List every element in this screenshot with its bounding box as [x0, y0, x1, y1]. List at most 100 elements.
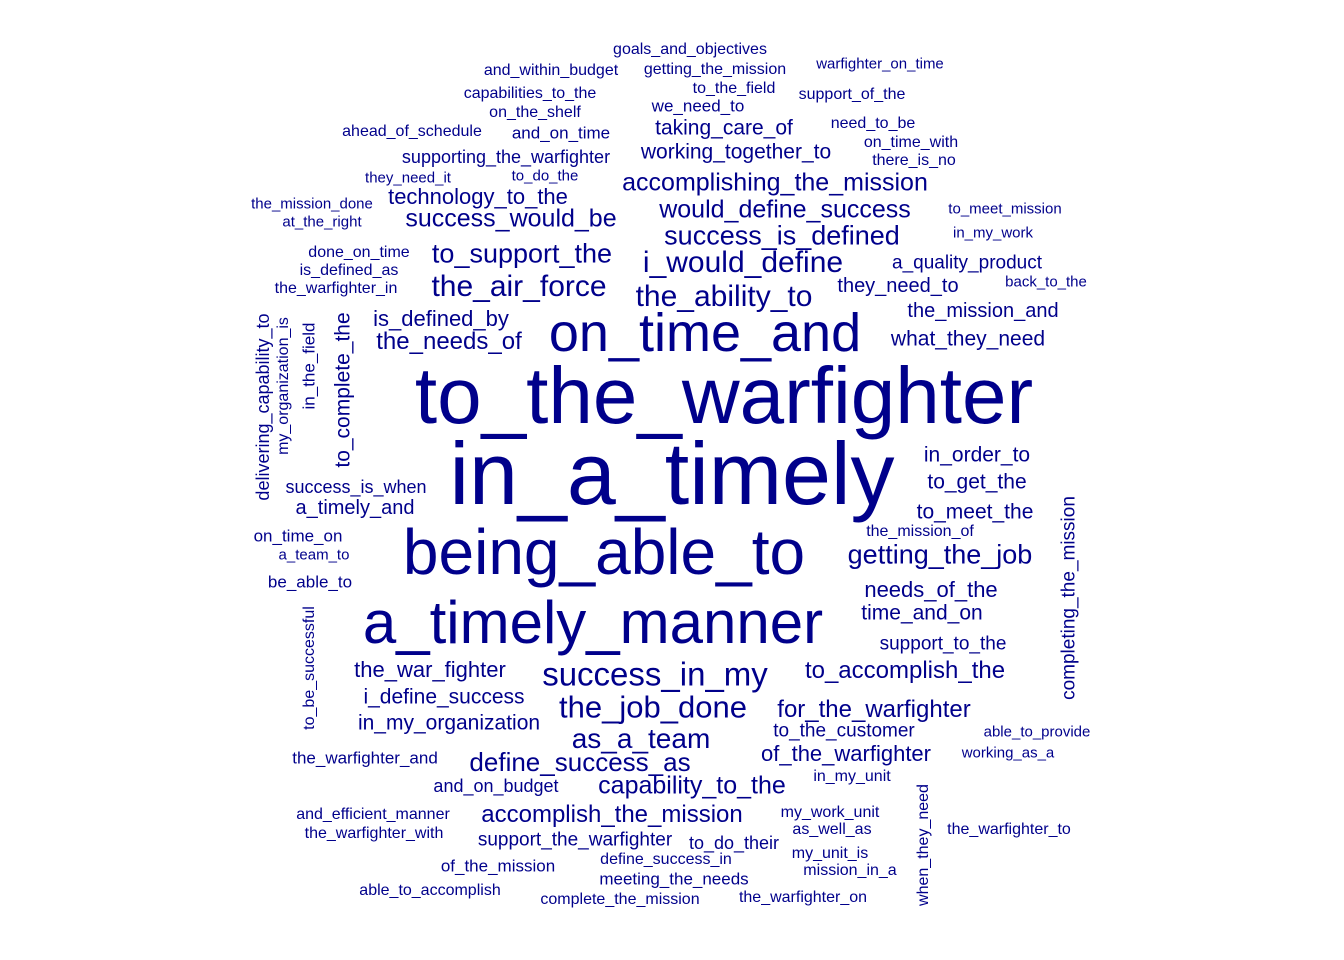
word-and-on-time: and_on_time	[511, 123, 611, 143]
word-completing-the-mission: completing_the_mission	[1058, 496, 1080, 700]
word-complete-the-mission: complete_the_mission	[540, 891, 700, 908]
word-to-get-the: to_get_the	[927, 470, 1027, 494]
word-ahead-of-schedule: ahead_of_schedule	[342, 123, 482, 140]
word-success-in-my: success_in_my	[542, 655, 768, 693]
word-they-need-it: they_need_it	[365, 169, 451, 187]
word-at-the-right: at_the_right	[282, 213, 362, 231]
word-i-would-define: i_would_define	[642, 246, 844, 279]
word-working-as-a: working_as_a	[961, 744, 1055, 762]
word-able-to-accomplish: able_to_accomplish	[359, 882, 501, 899]
word-to-meet-the: to_meet_the	[916, 500, 1034, 524]
word-back-to-the: back_to_the	[1005, 273, 1087, 291]
word-support-to-the: support_to_the	[879, 633, 1007, 655]
word-define-success-in: define_success_in	[600, 851, 732, 868]
word-of-the-warfighter: of_the_warfighter	[761, 741, 931, 766]
word-goals-and-objectives: goals_and_objectives	[613, 41, 767, 58]
word-to-accomplish-the: to_accomplish_the	[804, 657, 1006, 684]
word-in-my-unit: in_my_unit	[813, 768, 891, 785]
word-to-do-the: to_do_the	[511, 167, 579, 185]
word-need-to-be: need_to_be	[830, 115, 916, 132]
word-in-order-to: in_order_to	[923, 443, 1031, 467]
word-capabilities-to-the: capabilities_to_the	[463, 85, 597, 102]
word-is-defined-by: is_defined_by	[373, 306, 509, 331]
word-to-be-successful: to_be_successful	[301, 606, 318, 730]
word-on-time-and: on_time_and	[548, 303, 862, 363]
word-technology-to-the: technology_to_the	[388, 184, 568, 209]
word-in-a-timely: in_a_timely	[449, 424, 895, 523]
word-as-well-as: as_well_as	[792, 821, 872, 838]
word-in-my-work: in_my_work	[952, 224, 1034, 242]
word-i-define-success: i_define_success	[363, 685, 525, 709]
word-to-the-field: to_the_field	[692, 80, 776, 97]
word-done-on-time: done_on_time	[308, 244, 410, 261]
word-my-organization-is: my_organization_is	[275, 317, 292, 455]
word-the-warfighter-on: the_warfighter_on	[738, 889, 868, 906]
word-accomplish-the-mission: accomplish_the_mission	[481, 801, 743, 828]
word-being-able-to: being_able_to	[402, 516, 806, 588]
word-the-warfighter-with: the_warfighter_with	[304, 825, 444, 842]
word-success-is-when: success_is_when	[285, 477, 427, 497]
word-support-of-the: support_of_the	[798, 86, 906, 103]
word-on-time-on: on_time_on	[253, 526, 343, 546]
word-we-need-to: we_need_to	[651, 96, 745, 116]
word-a-timely-manner: a_timely_manner	[362, 589, 824, 656]
word-of-the-mission: of_the_mission	[440, 856, 556, 876]
word-the-warfighter-in: the_warfighter_in	[274, 280, 398, 297]
word-delivering-capability-to: delivering_capability_to	[253, 313, 273, 501]
word-in-the-field: in_the_field	[299, 322, 319, 410]
word-time-and-on: time_and_on	[861, 601, 983, 625]
word-they-need-to: they_need_to	[837, 275, 959, 297]
word-there-is-no: there_is_no	[872, 152, 956, 169]
word-the-job-done: the_job_done	[559, 689, 747, 725]
word-to-do-their: to_do_their	[688, 833, 780, 853]
word-needs-of-the: needs_of_the	[864, 577, 998, 602]
word-the-mission-and: the_mission_and	[907, 300, 1059, 322]
word-the-warfighter-and: the_warfighter_and	[292, 748, 438, 768]
word-meeting-the-needs: meeting_the_needs	[599, 869, 749, 889]
word-my-unit-is: my_unit_is	[791, 845, 869, 862]
word-to-the-customer: to_the_customer	[773, 720, 915, 742]
word-a-quality-product: a_quality_product	[892, 252, 1042, 274]
word-success-would-be: success_would_be	[405, 204, 617, 233]
word-to-complete-the: to_complete_the	[331, 312, 355, 468]
word-when-they-need: when_they_need	[915, 784, 932, 906]
word-taking-care-of: taking_care_of	[655, 116, 793, 140]
word-the-mission-of: the_mission_of	[866, 523, 974, 540]
word-to-meet-mission: to_meet_mission	[948, 200, 1062, 218]
word-the-air-force: the_air_force	[431, 270, 607, 303]
word-to-the-warfighter: to_the_warfighter	[414, 351, 1034, 440]
word-be-able-to: be_able_to	[267, 572, 353, 592]
word-getting-the-mission: getting_the_mission	[643, 61, 787, 78]
word-the-mission-done: the_mission_done	[251, 195, 373, 213]
word-for-the-warfighter: for_the_warfighter	[777, 696, 971, 723]
word-define-success-as: define_success_as	[469, 747, 691, 777]
word-to-support-the: to_support_the	[431, 238, 613, 269]
word-warfighter-on-time: warfighter_on_time	[816, 55, 944, 73]
word-my-work-unit: my_work_unit	[780, 804, 880, 821]
word-the-needs-of: the_needs_of	[376, 328, 522, 355]
word-a-team-to: a_team_to	[278, 546, 350, 564]
word-able-to-provide: able_to_provide	[983, 723, 1091, 741]
word-mission-in-a: mission_in_a	[803, 862, 897, 879]
word-supporting-the-warfighter: supporting_the_warfighter	[401, 147, 611, 167]
word-success-is-defined: success_is_defined	[664, 220, 900, 251]
word-support-the-warfighter: support_the_warfighter	[477, 829, 673, 851]
word-the-warfighter-to: the_warfighter_to	[947, 821, 1071, 838]
word-accomplishing-the-mission: accomplishing_the_mission	[622, 168, 928, 197]
word-would-define-success: would_define_success	[659, 195, 911, 224]
word-and-efficient-manner: and_efficient_manner	[296, 806, 450, 823]
word-the-ability-to: the_ability_to	[635, 280, 813, 313]
word-on-the-shelf: on_the_shelf	[489, 104, 581, 121]
word-the-war-fighter: the_war_fighter	[354, 657, 506, 682]
word-working-together-to: working_together_to	[640, 140, 832, 164]
word-and-on-budget: and_on_budget	[433, 776, 559, 796]
word-on-time-with: on_time_with	[863, 134, 959, 151]
word-as-a-team: as_a_team	[571, 723, 711, 754]
word-what-they-need: what_they_need	[890, 327, 1046, 351]
word-a-timely-and: a_timely_and	[295, 497, 415, 519]
word-capability-to-the: capability_to_the	[598, 771, 786, 800]
word-getting-the-job: getting_the_job	[847, 539, 1033, 570]
word-in-my-organization: in_my_organization	[357, 711, 541, 735]
word-is-defined-as: is_defined_as	[299, 262, 399, 279]
